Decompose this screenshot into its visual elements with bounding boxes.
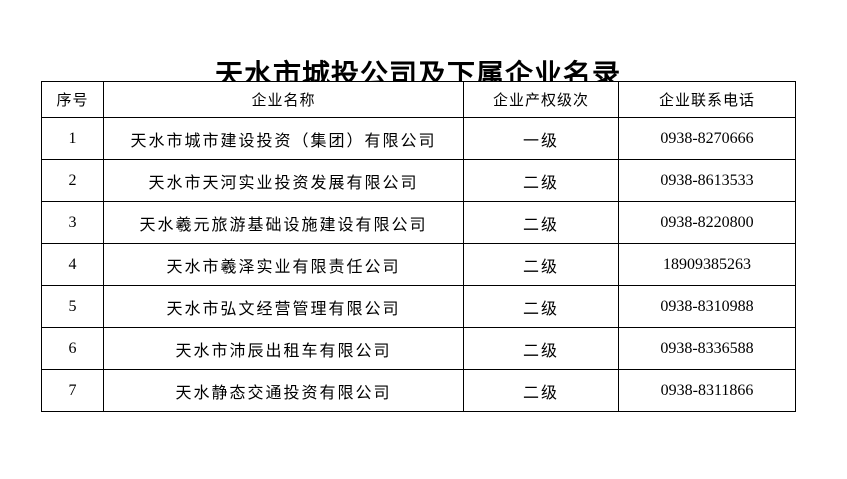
table-row: 3 天水羲元旅游基础设施建设有限公司 二级 0938-8220800 [41, 201, 796, 244]
table-row: 2 天水市天河实业投资发展有限公司 二级 0938-8613533 [41, 159, 796, 202]
cell-company-name: 天水市弘文经营管理有限公司 [103, 285, 464, 328]
cell-company-name: 天水市沛辰出租车有限公司 [103, 327, 464, 370]
cell-serial-number: 5 [41, 285, 104, 328]
cell-serial-number: 4 [41, 243, 104, 286]
cell-serial-number: 2 [41, 159, 104, 202]
table-header-row: 序号 企业名称 企业产权级次 企业联系电话 [41, 81, 796, 118]
cell-serial-number: 3 [41, 201, 104, 244]
column-header-name: 企业名称 [103, 81, 464, 118]
cell-equity-level: 二级 [463, 327, 619, 370]
cell-serial-number: 1 [41, 117, 104, 160]
table-row: 7 天水静态交通投资有限公司 二级 0938-8311866 [41, 369, 796, 412]
company-table: 序号 企业名称 企业产权级次 企业联系电话 1 天水市城市建设投资（集团）有限公… [41, 81, 796, 412]
column-header-no: 序号 [41, 81, 104, 118]
cell-serial-number: 6 [41, 327, 104, 370]
cell-company-name: 天水市羲泽实业有限责任公司 [103, 243, 464, 286]
cell-contact-phone: 18909385263 [618, 243, 796, 286]
column-header-level: 企业产权级次 [463, 81, 619, 118]
cell-company-name: 天水羲元旅游基础设施建设有限公司 [103, 201, 464, 244]
table-row: 4 天水市羲泽实业有限责任公司 二级 18909385263 [41, 243, 796, 286]
cell-serial-number: 7 [41, 369, 104, 412]
cell-contact-phone: 0938-8270666 [618, 117, 796, 160]
cell-equity-level: 二级 [463, 201, 619, 244]
cell-contact-phone: 0938-8336588 [618, 327, 796, 370]
cell-equity-level: 二级 [463, 369, 619, 412]
cell-contact-phone: 0938-8310988 [618, 285, 796, 328]
table-row: 5 天水市弘文经营管理有限公司 二级 0938-8310988 [41, 285, 796, 328]
cell-equity-level: 二级 [463, 243, 619, 286]
table-row: 1 天水市城市建设投资（集团）有限公司 一级 0938-8270666 [41, 117, 796, 160]
cell-equity-level: 一级 [463, 117, 619, 160]
table-body: 1 天水市城市建设投资（集团）有限公司 一级 0938-8270666 2 天水… [41, 117, 796, 412]
cell-company-name: 天水市天河实业投资发展有限公司 [103, 159, 464, 202]
cell-contact-phone: 0938-8220800 [618, 201, 796, 244]
cell-contact-phone: 0938-8613533 [618, 159, 796, 202]
table-row: 6 天水市沛辰出租车有限公司 二级 0938-8336588 [41, 327, 796, 370]
cell-company-name: 天水市城市建设投资（集团）有限公司 [103, 117, 464, 160]
cell-contact-phone: 0938-8311866 [618, 369, 796, 412]
cell-company-name: 天水静态交通投资有限公司 [103, 369, 464, 412]
cell-equity-level: 二级 [463, 159, 619, 202]
column-header-phone: 企业联系电话 [618, 81, 796, 118]
cell-equity-level: 二级 [463, 285, 619, 328]
